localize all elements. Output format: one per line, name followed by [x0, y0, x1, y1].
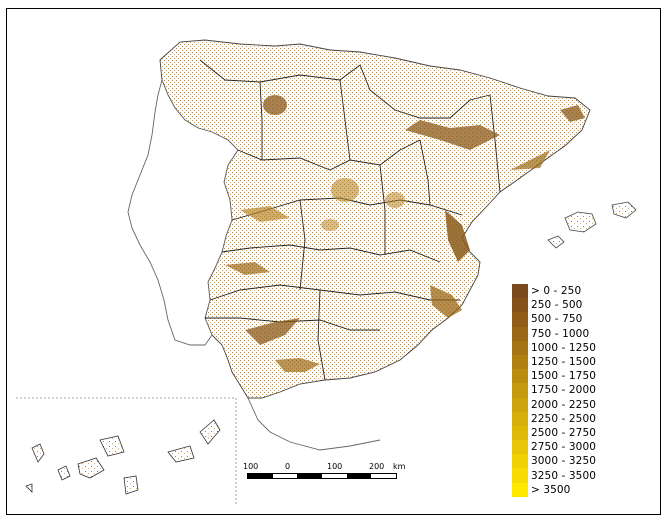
- legend-swatch: [512, 440, 528, 455]
- legend-item: 2000 - 2250: [512, 397, 612, 412]
- legend-swatch: [512, 425, 528, 441]
- legend-item: 1000 - 1250: [512, 340, 612, 355]
- map-legend: > 0 - 250 250 - 500 500 - 750 750 - 1000 100…: [512, 284, 612, 497]
- legend-item: 250 - 500: [512, 298, 612, 313]
- legend-swatch: [512, 284, 528, 299]
- scale-bar: 100 0 100 200 km: [243, 462, 413, 486]
- legend-label: 1250 - 1500: [531, 356, 597, 369]
- density-clusters: [225, 95, 585, 372]
- legend-label: > 0 - 250: [531, 285, 582, 298]
- canary-islands: [25, 419, 221, 495]
- legend-label: > 3500: [531, 483, 571, 496]
- legend-label: 1000 - 1250: [531, 341, 597, 354]
- legend-item: 2500 - 2750: [512, 425, 612, 441]
- scale-label-3: 200: [369, 462, 385, 471]
- legend-label: 500 - 750: [531, 313, 583, 326]
- legend-item: > 0 - 250: [512, 284, 612, 299]
- legend-swatch: [512, 354, 528, 370]
- legend-item: 1250 - 1500: [512, 354, 612, 370]
- legend-swatch: [512, 369, 528, 384]
- scale-label-unit: km: [393, 462, 406, 471]
- legend-label: 3250 - 3500: [531, 469, 597, 482]
- balearic-islands: [547, 201, 637, 249]
- legend-label: 3000 - 3250: [531, 455, 597, 468]
- legend-swatch: [512, 411, 528, 426]
- legend-label: 2000 - 2250: [531, 398, 597, 411]
- legend-swatch: [512, 383, 528, 398]
- legend-label: 250 - 500: [531, 299, 583, 312]
- legend-item: 750 - 1000: [512, 326, 612, 341]
- legend-label: 1500 - 1750: [531, 370, 597, 383]
- legend-swatch: [512, 298, 528, 313]
- legend-item: 1500 - 1750: [512, 369, 612, 384]
- legend-item: 500 - 750: [512, 312, 612, 327]
- scale-seg: [322, 474, 347, 478]
- legend-label: 750 - 1000: [531, 327, 590, 340]
- legend-item: 2250 - 2500: [512, 411, 612, 426]
- canary-inset-border: [16, 397, 237, 505]
- legend-swatch: [512, 326, 528, 341]
- scale-seg: [297, 474, 323, 478]
- legend-swatch: [512, 454, 528, 469]
- legend-swatch: [512, 397, 528, 412]
- scale-label-0: 100: [243, 462, 259, 471]
- legend-label: 1750 - 2000: [531, 384, 597, 397]
- scale-seg: [272, 474, 298, 478]
- legend-item: 1750 - 2000: [512, 383, 612, 398]
- legend-label: 2500 - 2750: [531, 426, 597, 439]
- legend-swatch: [512, 468, 528, 483]
- legend-swatch: [512, 482, 528, 497]
- scale-seg: [248, 474, 273, 478]
- legend-item: > 3500: [512, 482, 612, 497]
- legend-item: 3000 - 3250: [512, 454, 612, 469]
- scale-label-1: 0: [285, 462, 291, 471]
- region-boundaries: [199, 59, 501, 381]
- legend-item: 3250 - 3500: [512, 468, 612, 483]
- legend-label: 2750 - 3000: [531, 441, 597, 454]
- africa-coast: [247, 397, 381, 451]
- legend-swatch: [512, 312, 528, 327]
- legend-swatch: [512, 340, 528, 355]
- legend-item: 2750 - 3000: [512, 440, 612, 455]
- scale-bar-graphic: [247, 473, 397, 479]
- portugal-outline: [127, 78, 239, 346]
- scale-label-2: 100: [327, 462, 343, 471]
- scale-seg: [371, 474, 397, 478]
- legend-label: 2250 - 2500: [531, 412, 597, 425]
- scale-seg: [346, 474, 372, 478]
